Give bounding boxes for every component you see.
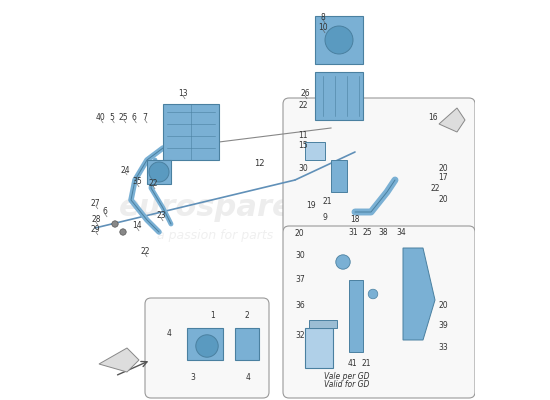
Text: 30: 30 bbox=[295, 252, 305, 260]
Text: a passion for parts: a passion for parts bbox=[157, 230, 273, 242]
Polygon shape bbox=[331, 160, 347, 192]
Text: 15: 15 bbox=[298, 142, 308, 150]
Polygon shape bbox=[315, 72, 363, 120]
Polygon shape bbox=[305, 142, 325, 160]
Text: 34: 34 bbox=[396, 228, 406, 237]
Text: 5: 5 bbox=[110, 114, 114, 122]
Text: 6: 6 bbox=[102, 208, 107, 216]
Text: 25: 25 bbox=[119, 114, 129, 122]
Text: 12: 12 bbox=[254, 160, 264, 168]
Polygon shape bbox=[439, 108, 465, 132]
Circle shape bbox=[336, 255, 350, 269]
Text: 35: 35 bbox=[132, 178, 142, 186]
Text: 21: 21 bbox=[361, 359, 371, 368]
Polygon shape bbox=[187, 328, 223, 360]
Circle shape bbox=[368, 289, 378, 299]
Text: 22: 22 bbox=[140, 248, 150, 256]
Polygon shape bbox=[349, 280, 363, 352]
Text: 26: 26 bbox=[300, 90, 310, 98]
Text: 29: 29 bbox=[91, 226, 101, 234]
Text: 20: 20 bbox=[438, 302, 448, 310]
Text: 22: 22 bbox=[430, 184, 440, 193]
Text: 21: 21 bbox=[322, 198, 332, 206]
Text: 28: 28 bbox=[91, 216, 101, 224]
Text: 30: 30 bbox=[298, 164, 308, 172]
Text: 19: 19 bbox=[306, 202, 316, 210]
Text: 14: 14 bbox=[132, 222, 142, 230]
Circle shape bbox=[149, 162, 169, 182]
Text: 22: 22 bbox=[298, 102, 308, 110]
Text: 24: 24 bbox=[120, 166, 130, 174]
Text: 33: 33 bbox=[438, 344, 448, 352]
Text: 8: 8 bbox=[321, 14, 326, 22]
Text: 18: 18 bbox=[350, 215, 360, 224]
Circle shape bbox=[120, 229, 126, 235]
Polygon shape bbox=[309, 320, 337, 328]
Text: 22: 22 bbox=[148, 180, 158, 188]
Polygon shape bbox=[403, 248, 435, 340]
Text: Valid for GD: Valid for GD bbox=[324, 380, 370, 389]
Text: 20: 20 bbox=[438, 196, 448, 204]
Text: 4: 4 bbox=[167, 330, 172, 338]
Polygon shape bbox=[235, 328, 259, 360]
Text: 32: 32 bbox=[295, 332, 305, 340]
Text: 9: 9 bbox=[322, 214, 327, 222]
FancyBboxPatch shape bbox=[283, 98, 475, 234]
Text: 20: 20 bbox=[438, 164, 448, 172]
Circle shape bbox=[196, 335, 218, 357]
Text: 6: 6 bbox=[132, 114, 136, 122]
Text: 36: 36 bbox=[295, 302, 305, 310]
Text: eurospares: eurospares bbox=[119, 194, 311, 222]
Text: 37: 37 bbox=[295, 276, 305, 284]
Text: 40: 40 bbox=[96, 114, 106, 122]
Text: 11: 11 bbox=[298, 132, 308, 140]
Text: 10: 10 bbox=[318, 24, 328, 32]
Polygon shape bbox=[315, 16, 363, 64]
Text: 3: 3 bbox=[190, 374, 195, 382]
Text: 41: 41 bbox=[348, 359, 357, 368]
Text: 2: 2 bbox=[245, 312, 249, 320]
Text: 38: 38 bbox=[378, 228, 388, 237]
Text: 1: 1 bbox=[211, 312, 216, 320]
Text: 13: 13 bbox=[178, 90, 188, 98]
Text: 31: 31 bbox=[348, 228, 358, 237]
Text: Vale per GD: Vale per GD bbox=[324, 372, 370, 381]
Text: 16: 16 bbox=[428, 114, 438, 122]
Text: 4: 4 bbox=[245, 374, 250, 382]
FancyBboxPatch shape bbox=[283, 226, 475, 398]
FancyBboxPatch shape bbox=[145, 298, 269, 398]
Text: 25: 25 bbox=[362, 228, 372, 237]
Polygon shape bbox=[305, 328, 333, 368]
Polygon shape bbox=[147, 160, 171, 184]
Text: 17: 17 bbox=[438, 174, 448, 182]
Text: 27: 27 bbox=[91, 200, 101, 208]
Polygon shape bbox=[99, 348, 139, 372]
Text: 39: 39 bbox=[438, 322, 448, 330]
Circle shape bbox=[112, 221, 118, 227]
Text: 23: 23 bbox=[156, 212, 166, 220]
Text: 20: 20 bbox=[294, 230, 304, 238]
Polygon shape bbox=[163, 104, 219, 160]
Text: 7: 7 bbox=[142, 114, 147, 122]
Circle shape bbox=[325, 26, 353, 54]
